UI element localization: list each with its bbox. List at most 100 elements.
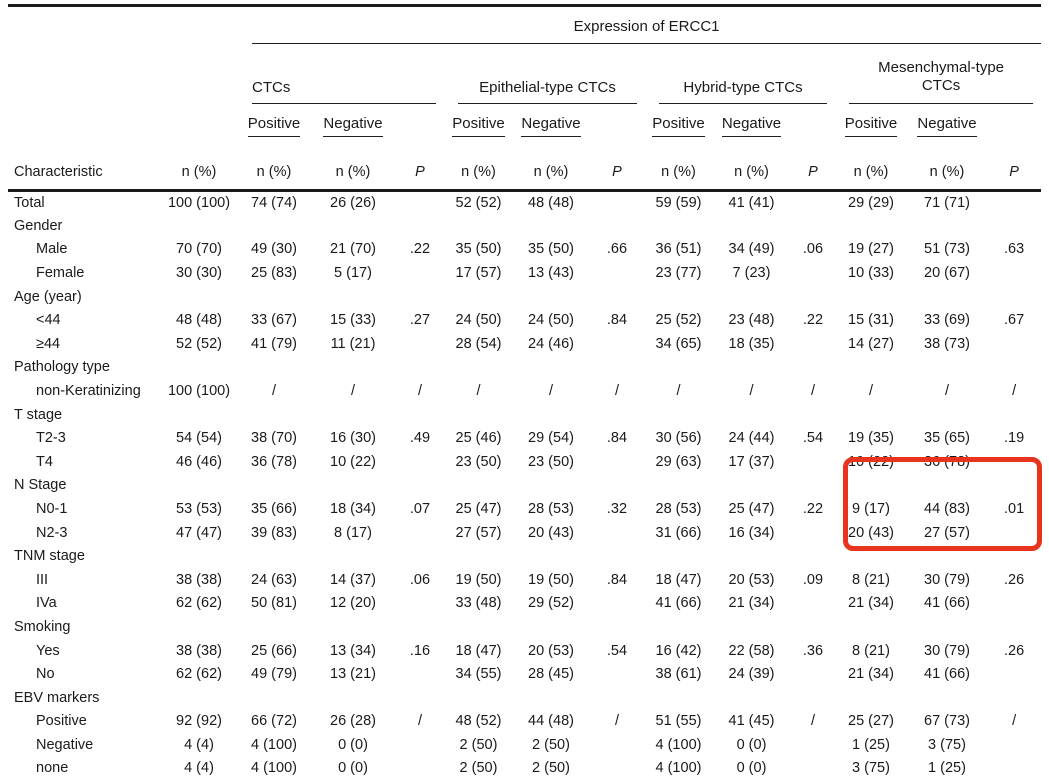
cell: 51 (73): [924, 241, 970, 258]
cell: .49: [409, 430, 431, 447]
cell: 41 (66): [924, 666, 970, 683]
cell: [987, 662, 1041, 686]
subheader-positive-hybrid: Positive: [645, 104, 712, 137]
cell: .67: [1003, 312, 1025, 329]
cell: 33 (67): [251, 312, 297, 329]
table-row: Positive 92 (92) 66 (72) 26 (28) / 48 (52) 44 …: [8, 710, 1041, 734]
cell: 29 (54): [528, 430, 574, 447]
cell: .09: [802, 571, 824, 588]
cell: .36: [802, 642, 824, 659]
cell: 54 (54): [176, 430, 222, 447]
cell: 53 (53): [176, 501, 222, 518]
cell: 14 (27): [848, 335, 894, 352]
col-n-epi-pos: n (%): [444, 137, 513, 192]
group-header-row: CTCs Epithelial-type CTCs Hybrid-type CT…: [8, 44, 1041, 104]
cell: [791, 261, 835, 285]
table-wrapper: Expression of ERCC1 CTCs Epithelial-type…: [8, 4, 1042, 779]
col-characteristic: Characteristic: [8, 137, 160, 192]
cell: 24 (50): [455, 312, 502, 329]
cell: 13 (21): [330, 666, 376, 683]
cell: /: [944, 383, 950, 400]
cell: 25 (47): [728, 501, 775, 518]
cell: /: [749, 383, 754, 400]
cell: .06: [802, 241, 824, 258]
cell: 100 (100): [167, 383, 231, 400]
blank-cell: [791, 104, 835, 137]
cell: [589, 450, 645, 474]
cell: .54: [606, 642, 628, 659]
table-title-cell: Expression of ERCC1: [238, 6, 1042, 44]
column-header-row: Characteristic n (%) n (%) n (%) P n (%)…: [8, 137, 1042, 192]
table-row: <44 48 (48) 33 (67) 15 (33) .27 24 (50) 24 (50…: [8, 308, 1041, 332]
subheader-positive-ctc: Positive: [238, 104, 310, 137]
cell: /: [271, 383, 277, 400]
cell: 38 (70): [251, 430, 297, 447]
row-label: none: [36, 759, 69, 776]
cell: .22: [802, 501, 824, 518]
col-n-epi-neg: n (%): [513, 137, 589, 192]
cell: 4 (4): [184, 759, 214, 776]
col-n-ctc-pos: n (%): [238, 137, 310, 192]
table-header: Expression of ERCC1 CTCs Epithelial-type…: [8, 6, 1042, 192]
cell: 49 (79): [251, 666, 297, 683]
table-row: No 62 (62) 49 (79) 13 (21) 34 (55) 28 (45) 38 …: [8, 662, 1041, 686]
cell: [589, 733, 645, 757]
cell: 20 (43): [528, 524, 574, 541]
cell: 19 (27): [848, 241, 894, 258]
cell: [791, 191, 835, 215]
cell: 4 (100): [655, 759, 702, 776]
cell: .66: [606, 241, 628, 258]
cell: 23 (77): [655, 265, 702, 282]
cell: 48 (52): [455, 713, 502, 730]
cell: /: [350, 383, 356, 400]
cell: /: [614, 383, 620, 400]
section-row: Age (year): [8, 285, 1041, 309]
col-p-ctc: P: [396, 137, 444, 192]
cell: .26: [1003, 571, 1025, 588]
cell: 25 (66): [251, 642, 297, 659]
cell: [987, 757, 1041, 779]
cell: 21 (34): [728, 595, 775, 612]
cell: [396, 332, 444, 356]
cell: [396, 733, 444, 757]
cell: .84: [606, 571, 628, 588]
cell: 22 (58): [728, 642, 775, 659]
cell: .06: [409, 571, 431, 588]
cell: 41 (66): [655, 595, 702, 612]
cell: 5 (17): [334, 265, 372, 282]
cell: [589, 191, 645, 215]
blank-cell: [589, 104, 645, 137]
cell: 18 (47): [655, 571, 702, 588]
blank-cell: [8, 6, 238, 45]
cell: 33 (48): [455, 595, 502, 612]
table-row: N0-1 53 (53) 35 (66) 18 (34) .07 25 (47) 28 (5…: [8, 497, 1041, 521]
row-label: Negative: [36, 736, 94, 753]
cell: 4 (100): [655, 736, 702, 753]
cell: 28 (54): [455, 335, 502, 352]
cell: /: [1012, 383, 1017, 400]
cell: 35 (65): [924, 430, 970, 447]
table-row: N2-3 47 (47) 39 (83) 8 (17) 27 (57) 20 (43) 31…: [8, 521, 1041, 545]
row-label: Total: [14, 195, 45, 212]
cell: [396, 521, 444, 545]
cell: 4 (100): [251, 759, 297, 776]
cell: 52 (52): [176, 335, 222, 352]
cell: .63: [1003, 241, 1025, 258]
cell: 51 (55): [655, 713, 702, 730]
group-ctcs-label: CTCs: [252, 79, 436, 104]
cell: 0 (0): [736, 736, 767, 753]
cell: .19: [1003, 430, 1025, 447]
subheader-positive-mesenchymal: Positive: [835, 104, 907, 137]
cell: .84: [606, 312, 628, 329]
cell: 24 (44): [728, 430, 775, 447]
cell: 8 (21): [852, 571, 890, 588]
blank-cell: [8, 104, 238, 137]
row-label: IVa: [36, 595, 57, 612]
cell: [987, 592, 1041, 616]
cell: 62 (62): [176, 595, 222, 612]
blank-cell: [987, 104, 1041, 137]
cell: /: [476, 383, 481, 400]
col-n-mes-pos: n (%): [835, 137, 907, 192]
subheader-negative-hybrid: Negative: [712, 104, 791, 137]
